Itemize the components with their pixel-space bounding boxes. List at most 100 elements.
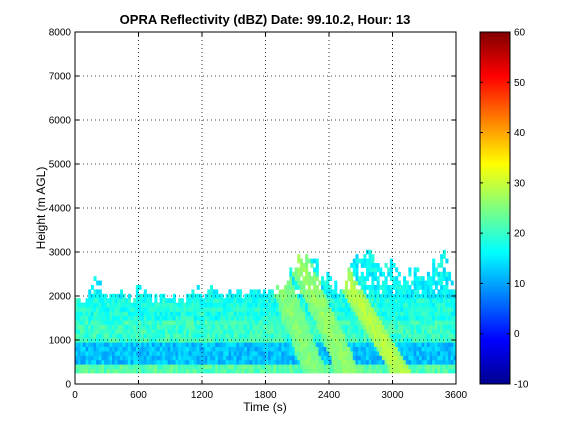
- reflectivity-cell: [291, 333, 296, 339]
- reflectivity-cell: [437, 298, 441, 303]
- reflectivity-cell: [305, 324, 309, 330]
- reflectivity-cell: [106, 329, 110, 334]
- reflectivity-cell: [297, 315, 301, 321]
- reflectivity-cell: [246, 346, 251, 352]
- reflectivity-cell: [188, 368, 192, 374]
- reflectivity-cell: [344, 298, 348, 303]
- reflectivity-cell: [299, 258, 303, 264]
- reflectivity-cell: [313, 298, 317, 303]
- reflectivity-cell: [220, 307, 224, 312]
- reflectivity-cell: [334, 324, 338, 330]
- reflectivity-cell: [212, 351, 216, 356]
- reflectivity-cell: [236, 333, 240, 339]
- reflectivity-cell: [421, 276, 425, 281]
- reflectivity-cell: [109, 320, 113, 325]
- reflectivity-cell: [347, 302, 351, 308]
- reflectivity-cell: [82, 302, 86, 308]
- reflectivity-cell: [347, 364, 351, 369]
- reflectivity-cell: [350, 351, 354, 356]
- reflectivity-cell: [149, 364, 153, 369]
- colorbar-tick-label: -10: [514, 380, 529, 391]
- reflectivity-cell: [416, 302, 420, 308]
- reflectivity-cell: [397, 333, 401, 339]
- reflectivity-cell: [244, 324, 248, 330]
- reflectivity-cell: [281, 359, 285, 365]
- reflectivity-cell: [331, 355, 335, 361]
- reflectivity-cell: [434, 324, 438, 330]
- reflectivity-cell: [268, 337, 272, 343]
- reflectivity-cell: [307, 342, 311, 347]
- reflectivity-cell: [360, 368, 364, 374]
- reflectivity-cell: [329, 320, 333, 325]
- reflectivity-cell: [450, 355, 454, 361]
- reflectivity-cell: [281, 364, 285, 369]
- reflectivity-cell: [326, 346, 330, 352]
- reflectivity-cell: [305, 359, 309, 365]
- reflectivity-cell: [75, 298, 79, 303]
- reflectivity-cell: [400, 324, 404, 330]
- reflectivity-cell: [172, 298, 176, 303]
- reflectivity-cell: [209, 289, 213, 295]
- reflectivity-cell: [352, 258, 356, 264]
- reflectivity-cell: [321, 302, 325, 308]
- reflectivity-cell: [122, 298, 126, 303]
- reflectivity-cell: [418, 298, 423, 303]
- reflectivity-cell: [432, 346, 436, 352]
- reflectivity-cell: [249, 342, 253, 347]
- reflectivity-cell: [368, 368, 372, 374]
- reflectivity-cell: [88, 293, 92, 299]
- reflectivity-cell: [450, 311, 454, 317]
- reflectivity-cell: [331, 337, 335, 343]
- reflectivity-cell: [405, 351, 409, 356]
- reflectivity-cell: [297, 355, 301, 361]
- reflectivity-cell: [392, 346, 396, 352]
- reflectivity-cell: [194, 355, 198, 361]
- reflectivity-cell: [143, 302, 147, 308]
- reflectivity-cell: [265, 351, 269, 356]
- reflectivity-cell: [90, 351, 94, 356]
- reflectivity-cell: [209, 298, 213, 303]
- reflectivity-cell: [336, 311, 340, 317]
- reflectivity-cell: [268, 324, 272, 330]
- reflectivity-cell: [254, 355, 258, 361]
- reflectivity-cell: [411, 333, 415, 339]
- reflectivity-cell: [434, 271, 438, 277]
- reflectivity-cell: [363, 333, 367, 339]
- reflectivity-cell: [395, 302, 399, 308]
- reflectivity-cell: [368, 329, 372, 334]
- reflectivity-cell: [291, 364, 296, 369]
- reflectivity-cell: [360, 258, 364, 264]
- reflectivity-cell: [80, 364, 84, 369]
- reflectivity-cell: [339, 329, 343, 334]
- reflectivity-cell: [273, 311, 277, 317]
- reflectivity-cell: [432, 359, 436, 365]
- reflectivity-cell: [381, 355, 385, 361]
- reflectivity-cell: [371, 285, 375, 290]
- reflectivity-cell: [188, 315, 192, 321]
- reflectivity-cell: [228, 368, 232, 374]
- reflectivity-cell: [294, 333, 298, 339]
- reflectivity-cell: [368, 285, 372, 290]
- reflectivity-cell: [299, 267, 303, 273]
- reflectivity-cell: [299, 280, 303, 286]
- reflectivity-cell: [368, 293, 372, 299]
- reflectivity-cell: [426, 324, 430, 330]
- reflectivity-cell: [114, 298, 118, 303]
- reflectivity-cell: [101, 364, 105, 369]
- reflectivity-cell: [162, 311, 166, 317]
- reflectivity-cell: [429, 355, 433, 361]
- reflectivity-cell: [109, 311, 113, 317]
- reflectivity-cell: [154, 329, 158, 334]
- reflectivity-cell: [376, 368, 380, 374]
- reflectivity-cell: [379, 285, 383, 290]
- reflectivity-cell: [416, 329, 420, 334]
- reflectivity-cell: [133, 351, 137, 356]
- reflectivity-cell: [170, 307, 174, 312]
- reflectivity-cell: [220, 337, 224, 343]
- reflectivity-cell: [80, 311, 84, 317]
- reflectivity-cell: [368, 359, 372, 365]
- reflectivity-cell: [236, 315, 240, 321]
- reflectivity-cell: [125, 320, 129, 325]
- reflectivity-cell: [408, 293, 412, 299]
- reflectivity-cell: [286, 337, 290, 343]
